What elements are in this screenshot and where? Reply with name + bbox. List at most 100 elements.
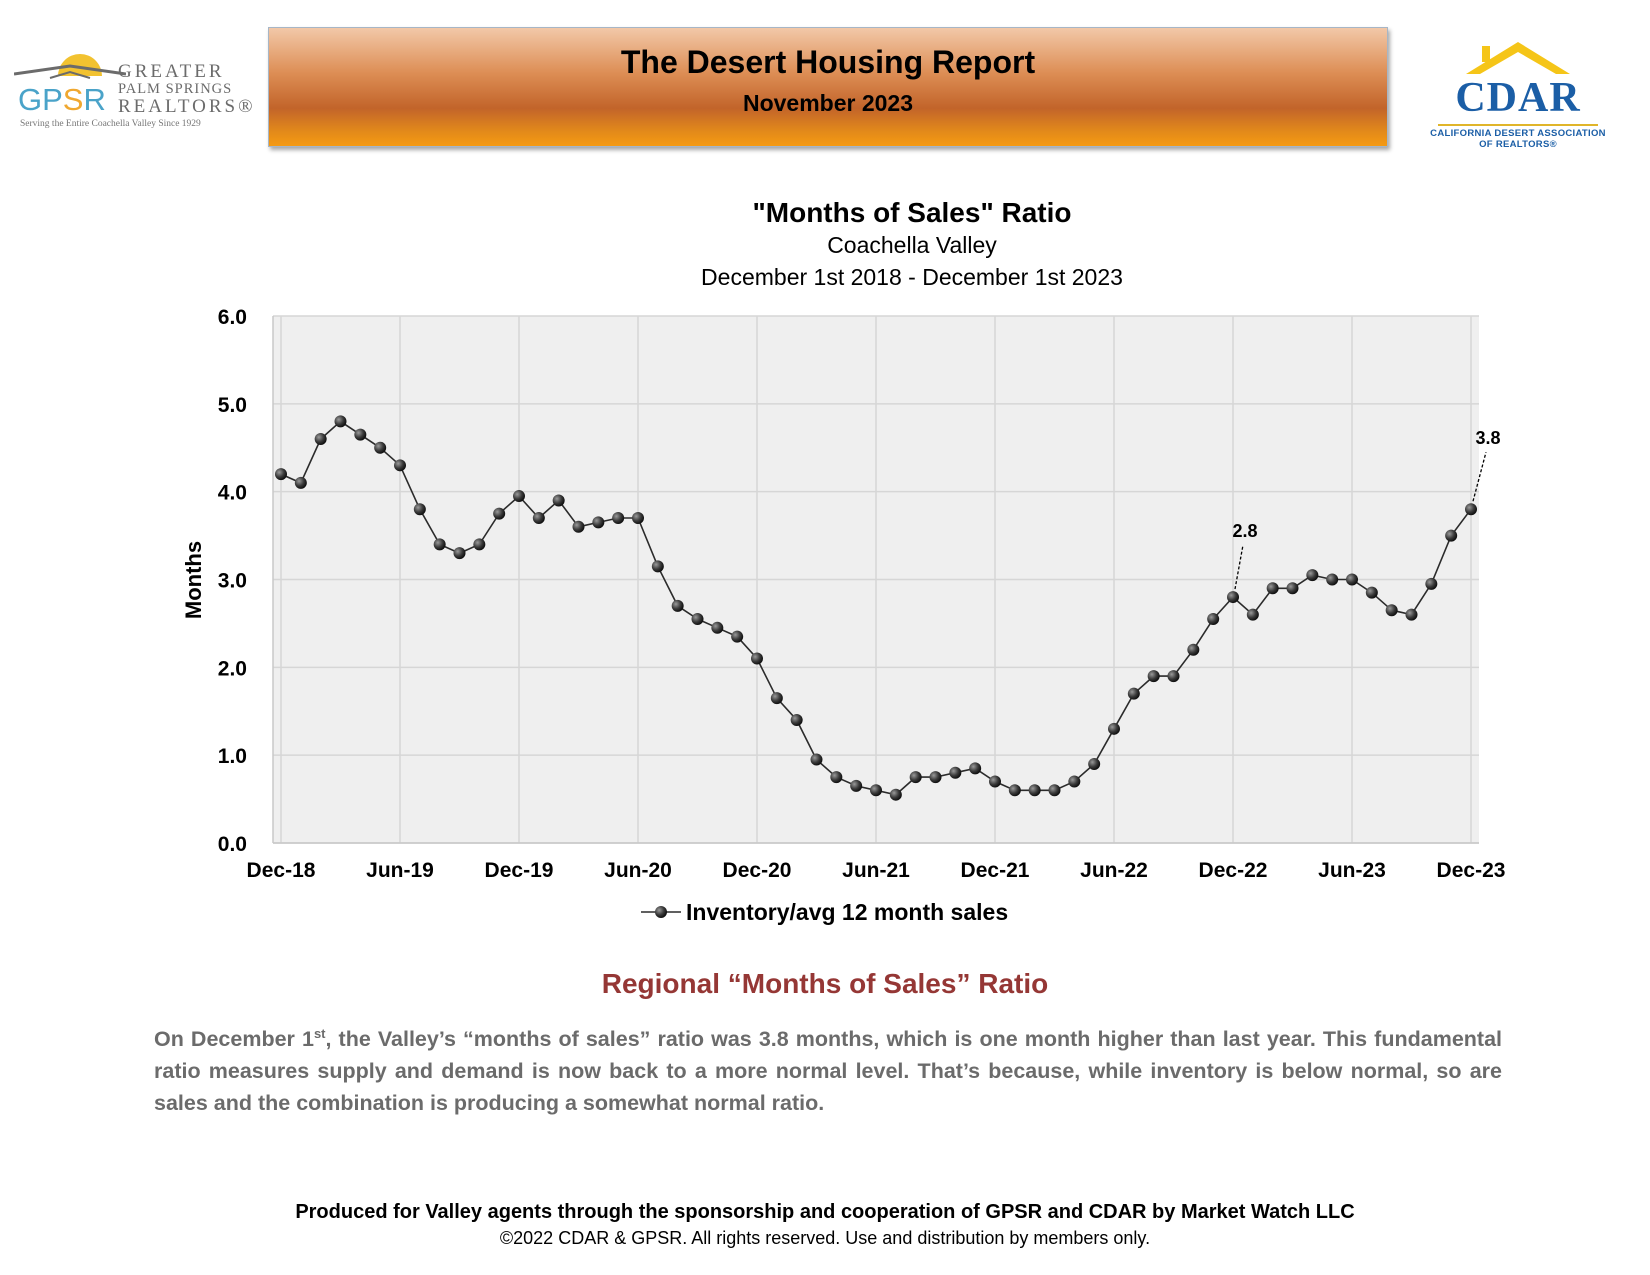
data-point: [1346, 573, 1358, 586]
y-tick-label: 5.0: [218, 394, 247, 417]
data-point: [354, 428, 367, 441]
y-tick-label: 6.0: [218, 306, 247, 329]
data-point: [850, 779, 863, 792]
data-point: [989, 775, 1001, 788]
y-axis-label: Months: [181, 541, 206, 619]
chart-date-range: December 1st 2018 - December 1st 2023: [701, 264, 1123, 290]
data-point: [671, 599, 684, 612]
cdar-name: CDAR: [1455, 75, 1581, 121]
data-point: [433, 538, 446, 551]
cdar-divider: [1438, 124, 1598, 126]
y-tick-label: 4.0: [218, 482, 247, 505]
data-point: [1088, 757, 1101, 770]
data-point: [1266, 582, 1279, 595]
data-label: 3.8: [1475, 428, 1500, 448]
data-point: [453, 547, 466, 560]
y-tick-label: 3.0: [218, 570, 247, 593]
chart-title: "Months of Sales" Ratio: [752, 197, 1071, 228]
x-tick-label: Dec-22: [1199, 859, 1268, 882]
footer-credit: Produced for Valley agents through the s…: [295, 1201, 1355, 1223]
data-point: [1187, 643, 1200, 656]
x-tick-label: Dec-21: [961, 859, 1030, 882]
y-tick-label: 1.0: [218, 745, 247, 768]
chart-subtitle: Coachella Valley: [827, 232, 997, 258]
data-point: [275, 468, 287, 481]
x-tick-label: Dec-19: [485, 859, 554, 882]
data-point: [374, 441, 387, 454]
y-axis-ticks: 0.0 1.0 2.0 3.0 4.0 5.0 6.0: [218, 306, 247, 856]
y-tick-label: 2.0: [218, 657, 247, 680]
data-point: [711, 621, 724, 634]
data-point: [1127, 687, 1140, 700]
gpsr-logo: GPSR GREATER PALM SPRINGS REALTORS® Serv…: [14, 50, 253, 130]
data-point: [1365, 586, 1378, 599]
data-point: [532, 512, 545, 525]
x-tick-label: Dec-18: [247, 859, 316, 882]
gpsr-tagline: Serving the Entire Coachella Valley Sinc…: [20, 119, 201, 129]
x-axis-ticks: Dec-18 Jun-19 Dec-19 Jun-20 Dec-20 Jun-21 Dec-…: [247, 859, 1506, 882]
data-point: [334, 415, 347, 428]
data-point: [1048, 784, 1061, 797]
data-point: [413, 503, 426, 516]
data-point: [969, 762, 982, 775]
roof-icon: [14, 64, 126, 79]
data-point: [731, 630, 744, 643]
legend: Inventory/avg 12 month sales: [641, 899, 1008, 925]
cdar-subtitle-line2: OF REALTORS®: [1479, 139, 1557, 150]
gpsr-wordmark: GREATER PALM SPRINGS REALTORS®: [118, 61, 256, 117]
data-point: [1147, 670, 1160, 683]
legend-label: Inventory/avg 12 month sales: [686, 899, 1008, 925]
data-point: [314, 432, 327, 445]
gridlines: [272, 315, 1479, 844]
data-point: [810, 753, 823, 766]
data-point: [870, 784, 882, 797]
data-point: [1068, 775, 1081, 788]
data-point: [1246, 608, 1259, 621]
gpsr-logo-mark: GPSR: [14, 50, 126, 120]
data-point: [830, 771, 843, 784]
data-point: [294, 476, 307, 489]
series-inventory-ratio: [275, 415, 1477, 801]
data-point: [949, 766, 962, 779]
data-point: [751, 652, 763, 665]
x-tick-label: Dec-23: [1437, 859, 1506, 882]
data-point: [513, 490, 525, 503]
x-tick-label: Jun-22: [1080, 859, 1148, 882]
data-point: [1167, 670, 1180, 683]
data-point: [1108, 722, 1120, 735]
data-point: [1227, 591, 1239, 604]
x-tick-label: Jun-23: [1318, 859, 1386, 882]
annotation-leader: [1234, 544, 1244, 590]
data-point: [493, 507, 506, 520]
data-point: [1445, 529, 1458, 542]
data-point: [929, 771, 942, 784]
data-point: [1326, 573, 1339, 586]
report-month: November 2023: [742, 90, 914, 116]
data-point: [572, 520, 585, 533]
data-point: [1008, 784, 1021, 797]
house-roof-icon: [1466, 42, 1570, 74]
x-tick-label: Dec-20: [723, 859, 792, 882]
data-label: 2.8: [1232, 521, 1257, 541]
data-point: [691, 613, 704, 626]
data-point: [1286, 582, 1299, 595]
section-heading: Regional “Months of Sales” Ratio: [601, 968, 1049, 999]
data-point: [1306, 569, 1319, 582]
data-point: [889, 788, 902, 801]
summary-paragraph: On December 1st, the Valley’s “months of…: [154, 1026, 1502, 1116]
data-point: [1028, 784, 1041, 797]
annotation-leader: [1472, 452, 1487, 502]
data-point: [632, 512, 644, 525]
x-tick-label: Jun-19: [366, 859, 434, 882]
data-point: [1465, 503, 1477, 516]
data-point: [790, 714, 803, 727]
cdar-subtitle-line1: CALIFORNIA DESERT ASSOCIATION: [1430, 128, 1606, 139]
data-point: [651, 560, 664, 573]
report-banner: The Desert Housing Report November 2023: [268, 27, 1388, 147]
data-point: [1425, 577, 1438, 590]
cdar-logo: CDAR CALIFORNIA DESERT ASSOCIATION OF RE…: [1418, 40, 1618, 150]
x-tick-label: Jun-20: [604, 859, 672, 882]
x-tick-label: Jun-21: [842, 859, 910, 882]
data-point: [612, 512, 625, 525]
data-point: [592, 516, 605, 529]
